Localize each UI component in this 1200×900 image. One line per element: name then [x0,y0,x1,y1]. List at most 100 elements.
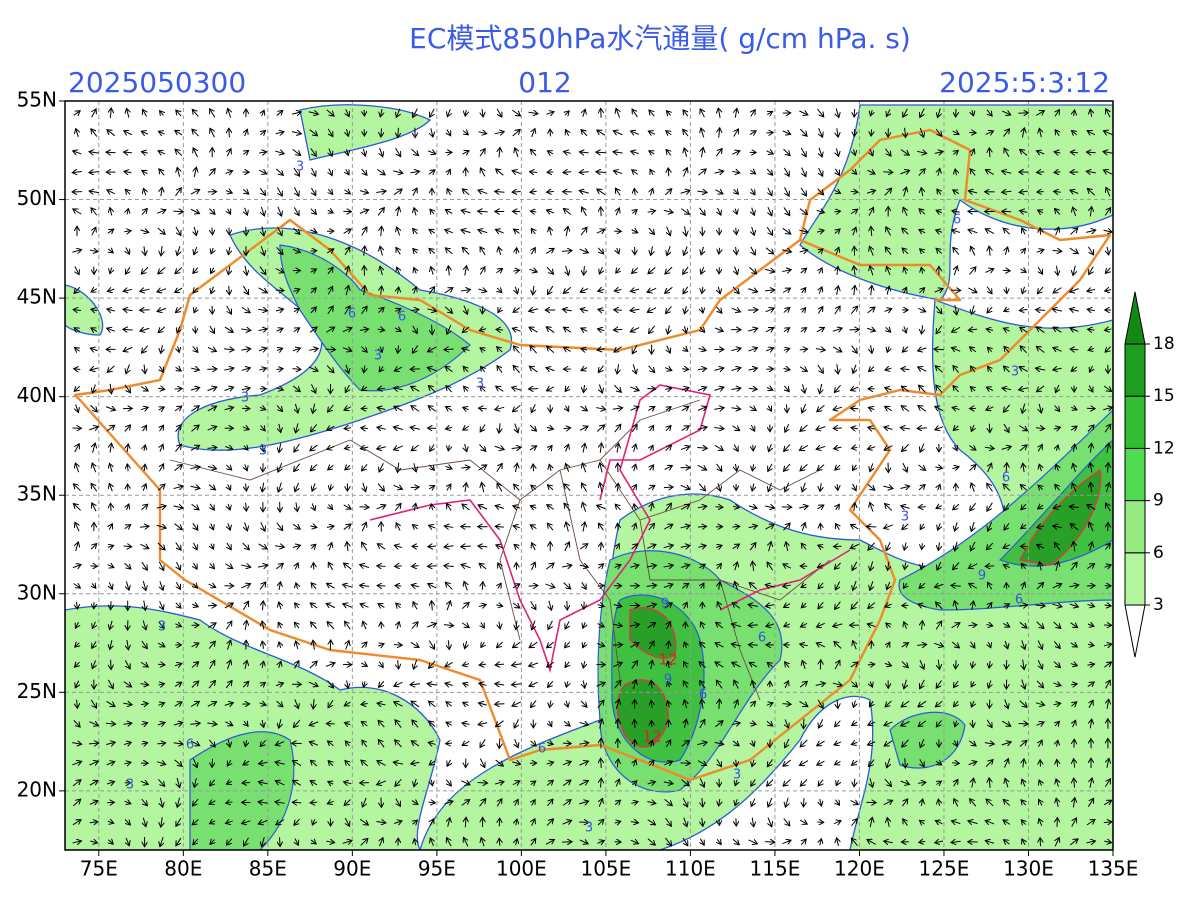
wind-arrow [1070,349,1079,350]
wind-arrow [647,389,655,390]
wind-arrow [900,170,909,173]
colorbar-bin [1124,447,1146,502]
wind-arrow [480,168,484,177]
wind-arrow [514,229,520,233]
wind-arrow [140,310,150,311]
wind-arrow [465,109,466,116]
wind-arrow [381,128,382,137]
wind-arrow [326,109,334,116]
wind-arrow [173,211,183,212]
wind-arrow [613,171,623,174]
wind-arrow [799,128,807,136]
wind-arrow [631,230,638,233]
wind-arrow [447,189,450,196]
wind-arrow [549,227,551,236]
wind-arrow [1020,149,1028,156]
wind-arrow [581,130,588,137]
wind-arrow [614,310,622,311]
wind-arrow [175,267,183,274]
wind-arrow [328,210,333,213]
wind-arrow [1086,230,1096,232]
wind-arrow [428,802,435,803]
wind-arrow [579,190,589,193]
wind-arrow [648,227,655,235]
wind-arrow [869,207,873,216]
wind-arrow [447,109,450,117]
wind-arrow [819,268,822,274]
wind-arrow [851,408,859,409]
wind-arrow [479,149,485,157]
wind-arrow [89,250,98,252]
wind-arrow [799,111,808,115]
wind-arrow [750,170,755,173]
wind-arrow [346,266,349,276]
wind-arrow [782,131,791,134]
wind-arrow [328,286,332,295]
wind-arrow [1104,208,1110,216]
wind-arrow [1052,250,1062,251]
x-tick-label: 90E [333,857,371,881]
wind-arrow [380,246,382,256]
wind-arrow [309,129,318,136]
wind-arrow [393,645,402,646]
wind-arrow [496,108,502,117]
wind-arrow [140,289,150,291]
contour-label: 6 [348,307,356,322]
wind-arrow [835,229,840,234]
wind-arrow [579,249,589,253]
wind-arrow [160,111,164,116]
wind-arrow [953,247,960,255]
wind-arrow [292,802,302,803]
y-tick-label: 50N [17,186,57,210]
wind-arrow [495,704,505,705]
wind-arrow [478,132,486,134]
colorbar-label: 6 [1153,543,1164,563]
wind-arrow [1002,171,1012,173]
wind-arrow [126,108,128,118]
wind-arrow [228,209,231,214]
wind-arrow [632,170,639,175]
wind-arrow [1086,152,1096,153]
wind-arrow [601,108,602,118]
wind-arrow [767,111,772,114]
wind-arrow [310,208,317,215]
wind-arrow [765,247,774,254]
contour-label: 9 [664,673,672,688]
wind-arrow [446,743,453,744]
wind-arrow [921,267,923,274]
wind-arrow [919,209,926,215]
wind-arrow [1002,191,1012,192]
wind-arrow [597,130,606,136]
wind-arrow [261,206,264,216]
wind-arrow [91,208,98,216]
wind-arrow [463,131,468,135]
wind-arrow [429,248,436,253]
wind-arrow [1103,170,1113,174]
contour-label: 3 [476,377,484,392]
wind-arrow [1036,151,1045,154]
wind-arrow [918,169,925,176]
wind-arrow [717,207,720,215]
wind-arrow [381,286,382,295]
wind-arrow [563,172,572,173]
wind-arrow [76,129,79,137]
wind-arrow [477,783,488,784]
wind-arrow [359,191,369,193]
wind-arrow [363,148,365,156]
wind-arrow [293,289,300,291]
wind-arrow [1020,269,1027,272]
contour-label: 6 [186,738,194,753]
contour-label: 3 [585,821,593,836]
wind-arrow [936,248,943,253]
wind-arrow [311,288,316,293]
wind-arrow [971,149,974,157]
wind-arrow [531,228,535,235]
wind-arrow [258,287,267,293]
wind-arrow [803,718,804,729]
wind-arrow [684,246,688,255]
wind-arrow [92,109,96,118]
wind-arrow [987,109,992,116]
wind-arrow [245,265,247,276]
wind-arrow [361,428,368,429]
wind-arrow [903,207,907,216]
